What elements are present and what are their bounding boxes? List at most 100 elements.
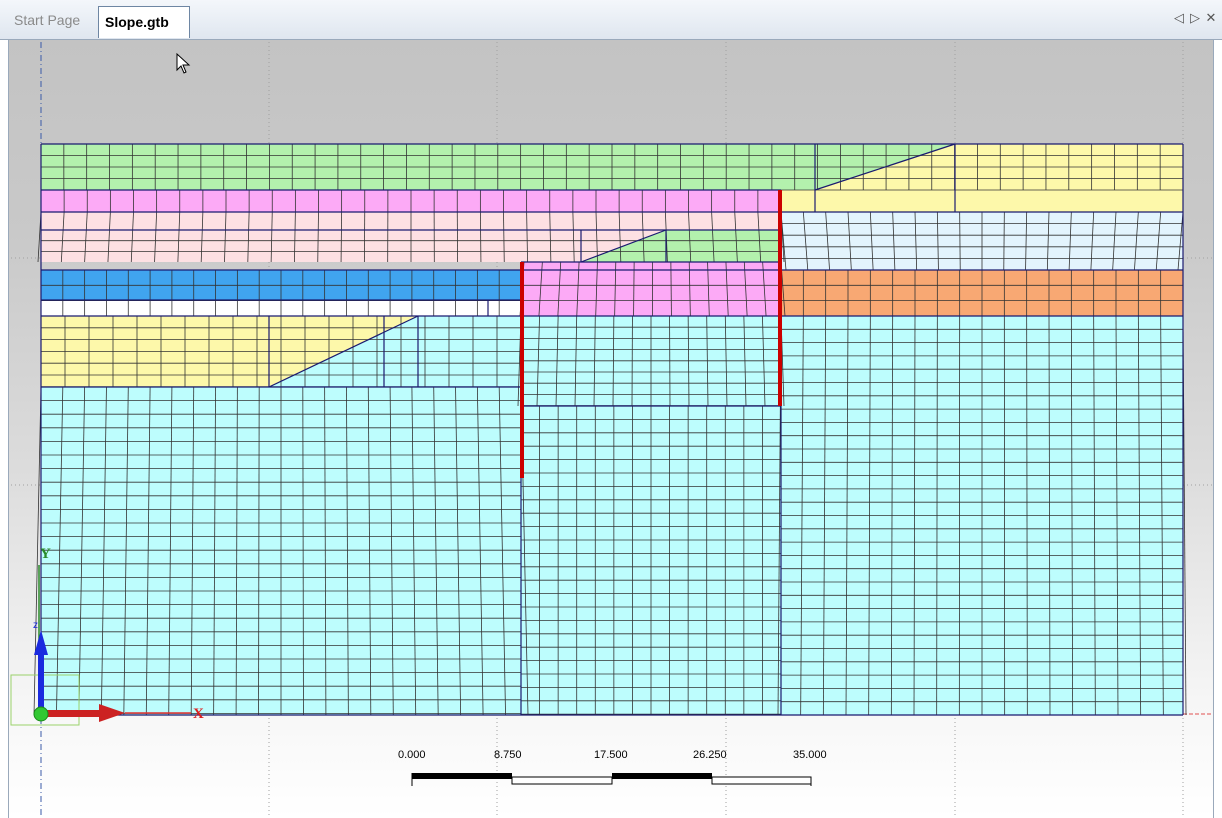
mesh-line bbox=[224, 211, 227, 263]
mesh-line bbox=[346, 386, 349, 716]
mesh-line bbox=[498, 386, 506, 716]
mesh-line bbox=[200, 211, 204, 263]
mesh-line bbox=[1177, 211, 1184, 271]
mesh-line bbox=[235, 386, 238, 716]
mesh-line bbox=[936, 211, 939, 271]
mesh-line bbox=[1025, 211, 1028, 271]
mesh-line bbox=[757, 211, 762, 263]
mesh-line bbox=[959, 211, 961, 271]
mesh-line bbox=[1090, 211, 1095, 271]
mesh-line bbox=[1093, 315, 1096, 716]
scroll-tabs-left-icon[interactable]: ◁ bbox=[1174, 10, 1184, 25]
mesh-line bbox=[734, 211, 738, 263]
mesh-line bbox=[1137, 315, 1142, 716]
mesh-line bbox=[618, 211, 622, 263]
mesh-line bbox=[614, 261, 617, 317]
mesh-line bbox=[123, 386, 129, 716]
mesh-line bbox=[1134, 211, 1139, 271]
mesh-line bbox=[641, 211, 645, 263]
axis-triad: Y z X bbox=[10, 546, 204, 726]
document-tab-bar: Start Page Slope.gtb ◁ ▷ ✕ bbox=[0, 0, 1222, 40]
mesh-line bbox=[503, 211, 505, 263]
mesh-line bbox=[688, 211, 692, 263]
tab-start-page[interactable]: Start Page bbox=[14, 12, 81, 28]
mesh-line bbox=[107, 211, 111, 263]
mesh-line bbox=[56, 386, 64, 716]
mesh-line bbox=[743, 315, 747, 407]
mesh-line bbox=[389, 386, 394, 716]
mesh-line bbox=[762, 261, 767, 317]
scroll-tabs-right-icon[interactable]: ▷ bbox=[1190, 10, 1200, 25]
mesh-line bbox=[213, 386, 216, 716]
mesh-line bbox=[847, 211, 852, 271]
mesh-line bbox=[479, 211, 482, 263]
mesh-line bbox=[317, 211, 319, 263]
mesh-line bbox=[595, 261, 598, 317]
mesh-line bbox=[1048, 315, 1051, 716]
mesh-line bbox=[572, 211, 575, 263]
mesh-line bbox=[60, 211, 65, 263]
mesh-line bbox=[177, 211, 181, 263]
mesh-line bbox=[270, 211, 273, 263]
mesh-line bbox=[411, 386, 417, 716]
scale-label-2: 17.500 bbox=[594, 749, 628, 761]
mesh-line bbox=[1003, 211, 1005, 271]
right-wall bbox=[778, 190, 782, 406]
mesh-line bbox=[557, 261, 562, 317]
model-viewport[interactable]: Y z X 0.000 8.750 17.500 26.250 35.000 bbox=[8, 40, 1214, 818]
mesh-line bbox=[84, 211, 88, 263]
mesh-line bbox=[688, 261, 691, 317]
mesh-line bbox=[367, 386, 372, 716]
mesh-line bbox=[538, 261, 543, 317]
mesh-line bbox=[247, 211, 250, 263]
mesh-line bbox=[914, 211, 918, 271]
mesh-line bbox=[1112, 211, 1117, 271]
mesh-line bbox=[1046, 211, 1050, 271]
close-tab-icon[interactable]: ✕ bbox=[1205, 10, 1217, 25]
mesh-line bbox=[340, 211, 343, 263]
mesh-line bbox=[825, 211, 830, 271]
mesh-line bbox=[743, 261, 748, 317]
mesh-line bbox=[762, 315, 766, 407]
mesh-line bbox=[1115, 315, 1119, 716]
mesh-line bbox=[890, 315, 894, 716]
region-boundary-line bbox=[268, 315, 419, 388]
mesh-line bbox=[526, 211, 528, 263]
mesh-line bbox=[433, 386, 439, 716]
mesh-line bbox=[670, 261, 672, 317]
tab-slope-gtb[interactable]: Slope.gtb bbox=[98, 6, 190, 38]
z-axis-arrow-icon bbox=[34, 630, 48, 655]
mesh-line bbox=[892, 211, 896, 271]
mesh-line bbox=[168, 386, 173, 716]
region-yellow-wedge bbox=[781, 144, 955, 212]
region-pink-2 bbox=[41, 230, 581, 262]
mesh-line bbox=[549, 211, 552, 263]
mesh-line bbox=[802, 211, 809, 271]
region-boundary-line bbox=[814, 143, 956, 191]
retaining-walls bbox=[520, 190, 782, 478]
scale-bar: 0.000 8.750 17.500 26.250 35.000 bbox=[398, 749, 827, 786]
mesh-line bbox=[294, 211, 296, 263]
mesh-line bbox=[800, 315, 804, 716]
mesh-line bbox=[593, 315, 596, 407]
x-axis-arrow-icon bbox=[99, 704, 125, 722]
mouse-cursor-icon bbox=[176, 52, 191, 74]
mesh-line bbox=[1026, 315, 1028, 716]
x-axis-label: X bbox=[193, 706, 204, 722]
left-wall bbox=[520, 262, 524, 478]
mesh-line bbox=[845, 315, 849, 716]
mesh-line bbox=[936, 315, 938, 716]
mesh-line bbox=[868, 315, 871, 716]
mesh-line bbox=[822, 315, 827, 716]
mesh-line bbox=[1070, 315, 1074, 716]
mesh-canvas[interactable]: Y z X 0.000 8.750 17.500 26.250 35.000 bbox=[9, 40, 1214, 818]
mesh-line bbox=[707, 261, 710, 317]
mesh-line bbox=[869, 211, 874, 271]
region-boundary-line bbox=[580, 229, 667, 263]
mesh-line bbox=[100, 386, 107, 716]
origin-marker-icon bbox=[33, 706, 49, 722]
mesh-line bbox=[725, 261, 729, 317]
mesh-line bbox=[190, 386, 195, 716]
scale-label-3: 26.250 bbox=[693, 749, 727, 761]
mesh-line bbox=[711, 211, 715, 263]
